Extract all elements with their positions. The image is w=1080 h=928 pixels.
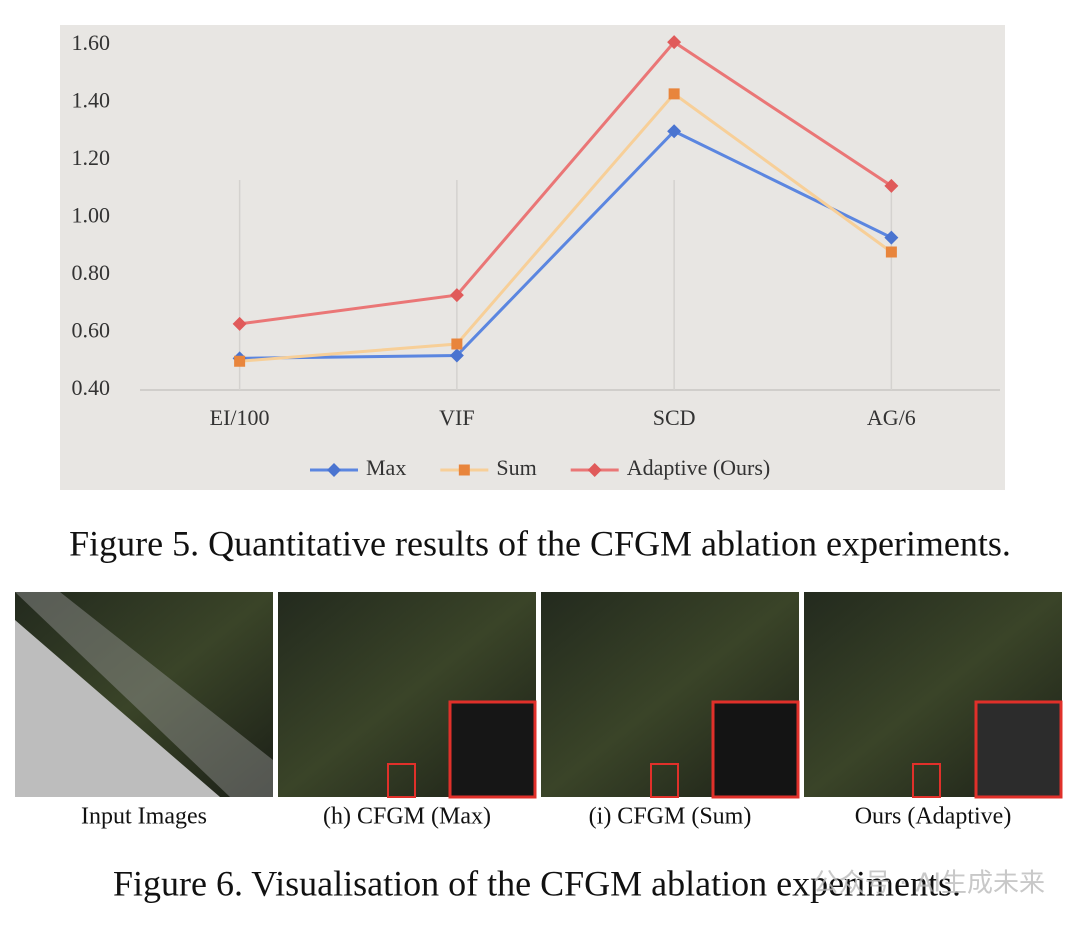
y-tick-label: 1.20 [72, 145, 111, 170]
data-point [449, 348, 464, 363]
data-point [884, 230, 899, 245]
series-line [239, 129, 893, 360]
data-point [667, 35, 682, 50]
zoom-box [912, 763, 941, 798]
panel-label: (i) CFGM (Sum) [589, 804, 752, 830]
data-point [449, 288, 464, 303]
y-tick-label: 0.80 [72, 260, 111, 285]
legend-marker [327, 463, 341, 477]
y-tick-label: 1.00 [72, 203, 111, 228]
zoom-inset [711, 700, 800, 799]
legend-marker [458, 464, 470, 476]
x-tick-label: SCD [653, 405, 696, 430]
chart: 0.40 0.60 0.80 1.00 1.20 1.40 1.60 EI/100 VIF SCD… [72, 30, 1000, 480]
panel-label: Ours (Adaptive) [855, 804, 1012, 830]
x-tick-label: VIF [439, 405, 474, 430]
thermal-overlay [15, 620, 220, 797]
y-tick-label: 0.60 [72, 318, 111, 343]
zoom-inset [974, 700, 1063, 799]
data-point [667, 124, 682, 139]
data-point [885, 246, 897, 258]
panel-label: Input Images [81, 804, 207, 830]
data-point [232, 316, 247, 331]
data-point [451, 338, 463, 350]
series-line [239, 40, 893, 326]
zoom-box [650, 763, 679, 798]
data-point [884, 178, 899, 193]
legend-marker [587, 463, 602, 477]
data-point [668, 88, 680, 100]
y-tick-label: 0.40 [72, 375, 111, 400]
x-tick-label: EI/100 [210, 405, 270, 430]
image-panels [15, 592, 1063, 799]
watermark: 公众号 · AI生成未来 [813, 869, 1045, 899]
series-line [239, 91, 893, 363]
x-tick-label: AG/6 [867, 405, 916, 430]
thermal-band [15, 592, 273, 797]
legend-label: Sum [496, 455, 536, 480]
figure-caption: Figure 5. Quantitative results of the CF… [69, 523, 1011, 563]
y-tick-label: 1.40 [72, 88, 111, 113]
zoom-inset [448, 700, 537, 799]
panel-label: (h) CFGM (Max) [323, 804, 491, 830]
y-tick-label: 1.60 [72, 30, 111, 55]
zoom-box [387, 763, 416, 798]
data-point [234, 355, 246, 367]
legend-label: Max [366, 455, 406, 480]
legend-label: Adaptive (Ours) [627, 455, 771, 480]
figure-caption: Figure 6. Visualisation of the CFGM abla… [113, 863, 961, 903]
